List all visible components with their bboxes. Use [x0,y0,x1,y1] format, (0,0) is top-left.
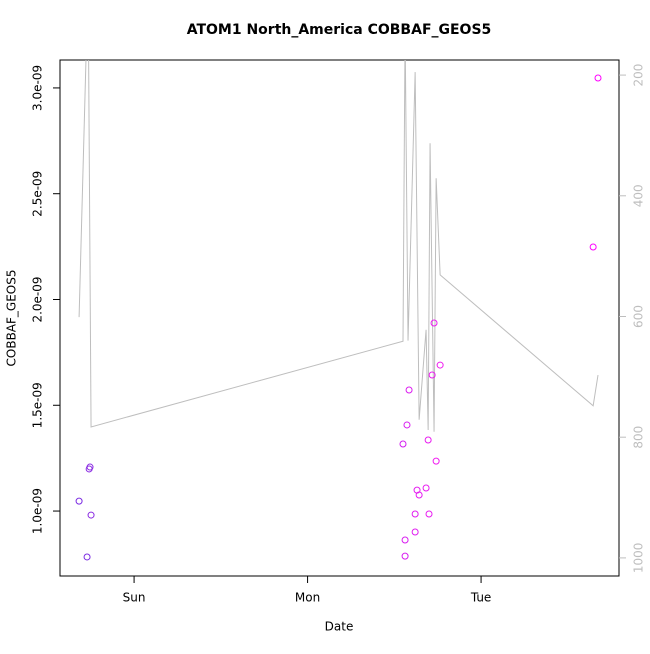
y2-tick-label: 200 [632,64,646,87]
x-axis-label: Date [325,620,354,634]
point [425,510,433,518]
point [594,74,602,82]
point [411,510,419,518]
y-axis-label: COBBAF_GEOS5 [5,270,19,367]
point [422,484,430,492]
point [424,436,432,444]
y-tick-label: 1.0e-09 [31,488,45,534]
point [86,463,94,471]
y-tick-label: 1.5e-09 [31,382,45,428]
y2-tick-label: 400 [632,184,646,207]
point [83,553,91,561]
point [405,386,413,394]
point [432,457,440,465]
point [411,528,419,536]
point [415,491,423,499]
point [401,552,409,560]
plot-box [59,59,620,577]
point [403,421,411,429]
y2-tick-label: 1000 [632,543,646,574]
point [75,497,83,505]
x-tick-label: Mon [295,591,320,605]
y-tick-label: 2.5e-09 [31,171,45,217]
pressure-line [78,60,599,432]
y2-tick-label: 800 [632,426,646,449]
x-tick-label: Tue [470,591,492,605]
y-tick-label: 3.0e-09 [31,65,45,111]
point [589,243,597,251]
point [430,319,438,327]
chart-title: ATOM1 North_America COBBAF_GEOS5 [187,22,492,38]
y2-tick-label: 600 [632,305,646,328]
point [436,361,444,369]
point [399,440,407,448]
y-tick-label: 2.0e-09 [31,276,45,322]
point [428,371,436,379]
point [87,511,95,519]
point [401,536,409,544]
x-tick-label: Sun [123,591,146,605]
